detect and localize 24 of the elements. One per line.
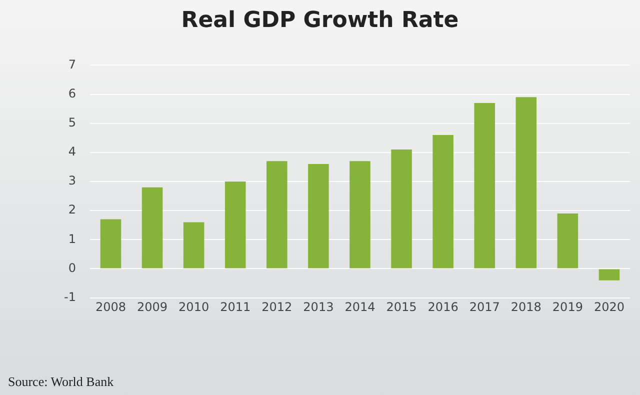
x-tick-label: 2008 bbox=[95, 300, 126, 314]
x-tick-label: 2015 bbox=[386, 300, 417, 314]
y-tick-label: -1 bbox=[64, 290, 76, 304]
y-tick-label: 1 bbox=[68, 232, 76, 246]
y-tick-label: 3 bbox=[68, 174, 76, 188]
x-tick-label: 2014 bbox=[344, 300, 376, 314]
x-tick-label: 2017 bbox=[469, 300, 500, 314]
chart-title: Real GDP Growth Rate bbox=[180, 8, 460, 33]
y-tick-label: 7 bbox=[68, 57, 76, 72]
x-tick-label: 2009 bbox=[137, 300, 168, 314]
x-tick-label: 2020 bbox=[594, 300, 625, 314]
x-tick-label: 2013 bbox=[303, 300, 334, 314]
x-tick-label: 2012 bbox=[262, 300, 292, 314]
source-note: Source: World Bank bbox=[8, 374, 114, 390]
y-tick-label: 4 bbox=[68, 144, 76, 159]
y-tick-label: 6 bbox=[68, 86, 76, 100]
x-tick-label: 2016 bbox=[428, 300, 458, 314]
y-tick-label: 0 bbox=[68, 260, 76, 275]
x-tick-label: 2018 bbox=[510, 300, 542, 314]
y-tick-label: 5 bbox=[68, 115, 76, 130]
y-tick-label: 2 bbox=[68, 202, 76, 217]
x-tick-label: 2010 bbox=[178, 300, 210, 314]
x-tick-label: 2019 bbox=[552, 300, 583, 314]
x-tick-label: 2011 bbox=[220, 300, 251, 314]
